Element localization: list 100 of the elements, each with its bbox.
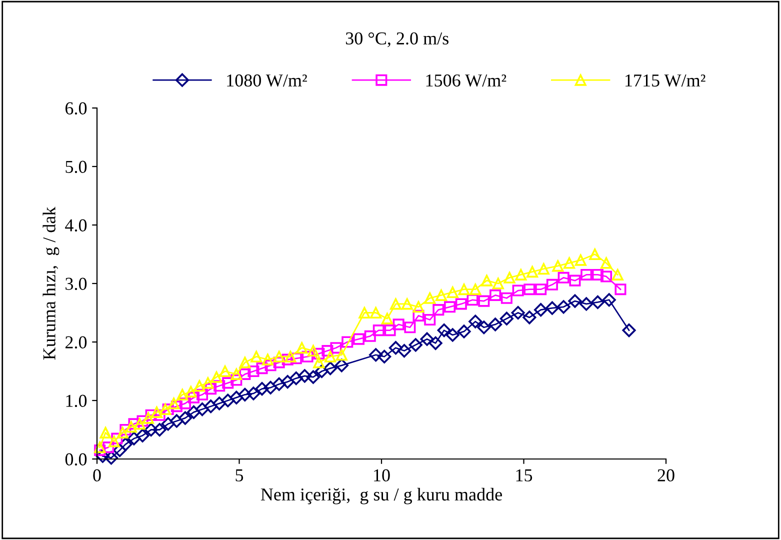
point xyxy=(230,374,242,386)
point xyxy=(500,292,512,304)
point xyxy=(535,284,547,296)
point xyxy=(290,352,302,364)
point xyxy=(178,411,192,425)
point xyxy=(384,324,396,336)
point xyxy=(144,422,158,437)
point xyxy=(552,260,564,272)
point xyxy=(390,298,402,310)
point xyxy=(150,406,163,418)
point xyxy=(313,356,325,368)
point xyxy=(214,380,226,392)
point xyxy=(470,284,482,296)
point xyxy=(336,349,348,361)
point xyxy=(195,402,210,416)
point xyxy=(205,383,217,395)
y-tick-label: 3.0 xyxy=(66,278,87,290)
point xyxy=(168,398,180,410)
point xyxy=(404,322,416,334)
point xyxy=(161,417,175,431)
point xyxy=(142,412,154,424)
point xyxy=(219,365,231,378)
point xyxy=(272,377,286,391)
point xyxy=(358,306,370,319)
point xyxy=(458,284,470,296)
point xyxy=(590,295,605,310)
x-tick-label: 10 xyxy=(374,469,390,482)
point xyxy=(545,301,559,315)
point xyxy=(125,421,137,433)
point xyxy=(239,356,251,368)
point xyxy=(94,444,106,456)
point xyxy=(381,312,393,324)
x-tick-label: 20 xyxy=(658,469,674,482)
point xyxy=(511,306,525,320)
point xyxy=(104,451,118,465)
point xyxy=(369,348,383,362)
point xyxy=(392,318,404,330)
point xyxy=(524,284,536,296)
x-axis-title: Nem içeriği, g su / g kuru madde xyxy=(260,488,502,504)
point xyxy=(204,400,218,414)
point xyxy=(481,274,493,286)
point xyxy=(515,268,527,280)
point xyxy=(102,442,114,454)
point xyxy=(194,380,206,392)
point xyxy=(186,405,201,419)
point xyxy=(352,333,365,345)
legend-label: 1506 W/m² xyxy=(426,74,506,87)
point xyxy=(221,394,235,408)
point xyxy=(134,418,146,430)
point xyxy=(334,358,348,372)
point xyxy=(504,272,516,284)
point xyxy=(580,297,594,311)
point xyxy=(437,324,451,338)
point xyxy=(284,350,296,362)
point xyxy=(435,289,448,301)
point xyxy=(289,371,303,386)
point xyxy=(522,310,536,324)
point xyxy=(222,377,234,389)
point xyxy=(256,362,268,374)
point xyxy=(466,294,478,306)
point xyxy=(420,332,434,346)
y-tick-label: 1.0 xyxy=(66,394,87,408)
point xyxy=(446,286,458,298)
x-tick-label: 5 xyxy=(236,469,244,482)
point xyxy=(202,377,214,389)
point xyxy=(600,257,612,269)
y-axis-title: Kuruma hızı, g / dak xyxy=(42,206,60,360)
point xyxy=(264,380,278,394)
point xyxy=(210,371,222,383)
point xyxy=(136,428,150,442)
point xyxy=(574,254,586,266)
point xyxy=(273,356,285,368)
point xyxy=(564,257,576,269)
point xyxy=(602,293,616,307)
point xyxy=(306,370,320,384)
point xyxy=(111,432,123,444)
point xyxy=(170,400,182,412)
point xyxy=(188,392,200,404)
x-tick-label: 15 xyxy=(516,469,532,482)
point xyxy=(622,324,636,338)
legend-label: 1080 W/m² xyxy=(227,74,307,87)
point xyxy=(538,263,550,275)
point xyxy=(558,272,570,284)
point xyxy=(255,382,269,396)
point xyxy=(170,414,184,428)
point xyxy=(145,409,157,421)
point xyxy=(614,284,626,296)
point xyxy=(428,336,442,350)
point xyxy=(490,289,502,301)
point xyxy=(589,248,601,260)
point xyxy=(477,320,491,334)
y-tick-label: 2.0 xyxy=(66,336,87,349)
point xyxy=(569,274,581,286)
point xyxy=(556,300,570,314)
point xyxy=(612,268,624,280)
point xyxy=(127,432,141,446)
point xyxy=(424,314,436,326)
y-tick-label: 4.0 xyxy=(65,219,87,232)
point xyxy=(370,306,382,319)
point xyxy=(238,388,252,402)
